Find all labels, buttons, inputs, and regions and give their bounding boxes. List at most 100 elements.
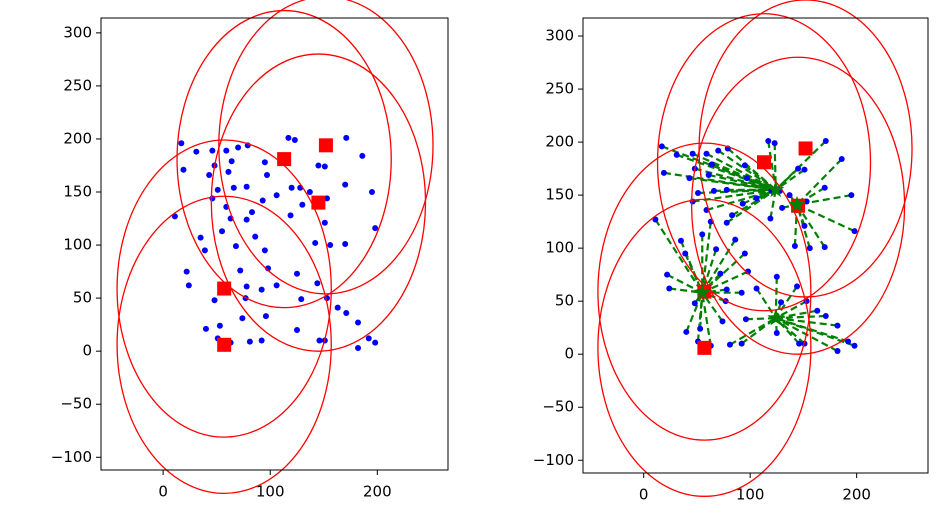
assignment-line (726, 188, 777, 224)
assignment-line (701, 270, 749, 294)
point (261, 247, 268, 254)
point (171, 213, 178, 220)
point (806, 245, 813, 252)
point (845, 338, 852, 345)
point (673, 151, 680, 158)
point (232, 243, 239, 250)
point (306, 189, 313, 196)
point (235, 144, 242, 151)
point (249, 209, 256, 216)
hub (788, 195, 806, 212)
point (178, 140, 185, 147)
point (273, 192, 280, 199)
point (252, 233, 259, 240)
assignment-line (744, 164, 777, 191)
assignment-line (775, 317, 806, 345)
point (851, 342, 858, 349)
assignment-line (689, 177, 776, 191)
y-tick-label: 300 (545, 27, 574, 45)
point (228, 158, 235, 165)
point (726, 341, 733, 348)
point (710, 187, 717, 194)
point (821, 184, 828, 191)
hub (693, 283, 711, 300)
center (217, 337, 232, 352)
coverage-circle (597, 198, 812, 497)
point (258, 286, 265, 293)
point (223, 147, 230, 154)
point (801, 222, 808, 229)
point (708, 161, 715, 168)
assignment-line (654, 218, 704, 294)
axes-frame (582, 17, 929, 474)
point (372, 225, 379, 232)
center (757, 155, 772, 170)
point (193, 148, 200, 155)
assignment-line (676, 153, 777, 191)
point (246, 338, 253, 345)
point (743, 175, 750, 182)
point (664, 271, 671, 278)
point (219, 228, 226, 235)
point (372, 339, 379, 346)
point (243, 283, 250, 290)
point (719, 318, 726, 325)
point (705, 171, 712, 178)
center (318, 138, 333, 153)
point (216, 322, 223, 329)
point (838, 156, 845, 163)
assignment-line (701, 292, 724, 322)
point (299, 201, 306, 208)
point (237, 267, 244, 274)
coverage-circle (210, 53, 427, 352)
point (262, 313, 269, 320)
point (261, 159, 268, 166)
y-tick-label: 0 (564, 345, 574, 363)
assignment-line (775, 168, 806, 191)
assignment-line (692, 152, 777, 191)
coverage-circle (116, 139, 332, 438)
assignment-line (775, 314, 826, 320)
point (715, 147, 722, 154)
point (259, 197, 266, 204)
point (287, 212, 294, 219)
point (365, 335, 372, 342)
coverage-circle (176, 9, 392, 309)
y-tick-label: −50 (60, 395, 92, 413)
point (791, 243, 798, 250)
y-tick-label: −100 (533, 451, 574, 469)
y-tick-label: 300 (63, 23, 92, 41)
plot-area: 0 100 200 −100 −50 0 50 100 150 200 250 300 (51, 0, 449, 501)
point (225, 168, 232, 175)
assignment-line (731, 188, 777, 217)
point (686, 175, 693, 182)
point (699, 231, 706, 238)
point (703, 150, 710, 157)
point (778, 299, 785, 306)
point (183, 268, 190, 275)
assignment-line (699, 292, 704, 329)
point (794, 283, 801, 290)
x-tick-label: 100 (736, 486, 765, 504)
point (723, 186, 730, 193)
y-tick-label: 50 (555, 292, 574, 310)
y-tick-label: 200 (545, 133, 574, 151)
point (652, 216, 659, 223)
point (355, 344, 362, 351)
point (658, 143, 665, 150)
y-tick-label: 100 (63, 236, 92, 254)
point (180, 166, 187, 173)
point (739, 200, 746, 207)
point (717, 270, 724, 277)
coverage-circle (597, 142, 812, 441)
y-tick-label: 200 (63, 129, 92, 147)
assignment-line (701, 272, 722, 294)
point (666, 285, 673, 292)
point (285, 134, 292, 141)
point (753, 195, 760, 202)
point (723, 286, 730, 293)
point (342, 181, 349, 188)
point (368, 189, 375, 196)
y-tick-label: 250 (545, 80, 574, 98)
y-tick-label: −50 (542, 398, 574, 416)
